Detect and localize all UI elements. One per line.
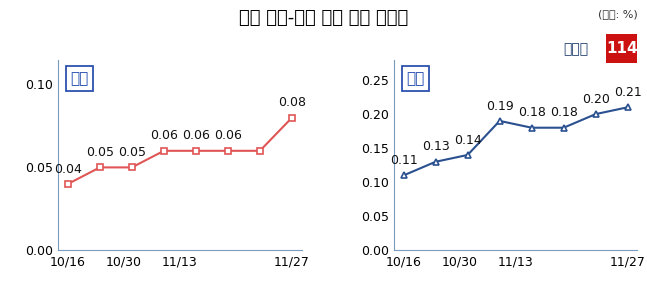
Text: 0.19: 0.19 [486, 100, 514, 113]
Text: 0.11: 0.11 [389, 154, 417, 167]
Text: 0.18: 0.18 [518, 106, 545, 119]
Text: 매매: 매매 [71, 71, 89, 86]
Text: 0.14: 0.14 [454, 134, 481, 147]
Text: 0.18: 0.18 [550, 106, 578, 119]
Text: 0.08: 0.08 [278, 96, 306, 109]
Text: 0.06: 0.06 [182, 129, 210, 142]
Text: 0.04: 0.04 [54, 163, 82, 176]
Text: 서울 매매-전세 주간 가격 변동률: 서울 매매-전세 주간 가격 변동률 [239, 9, 408, 27]
Text: 전세: 전세 [406, 71, 424, 86]
Text: 0.20: 0.20 [582, 93, 609, 106]
Text: (단위: %): (단위: %) [598, 9, 637, 19]
Text: 0.13: 0.13 [422, 140, 450, 153]
Text: 114: 114 [606, 41, 637, 56]
Text: 0.05: 0.05 [86, 146, 114, 159]
Text: 0.05: 0.05 [118, 146, 146, 159]
Text: 0.21: 0.21 [614, 86, 642, 99]
Text: 0.06: 0.06 [214, 129, 242, 142]
Text: 부동산: 부동산 [563, 43, 588, 57]
Text: 0.06: 0.06 [150, 129, 178, 142]
